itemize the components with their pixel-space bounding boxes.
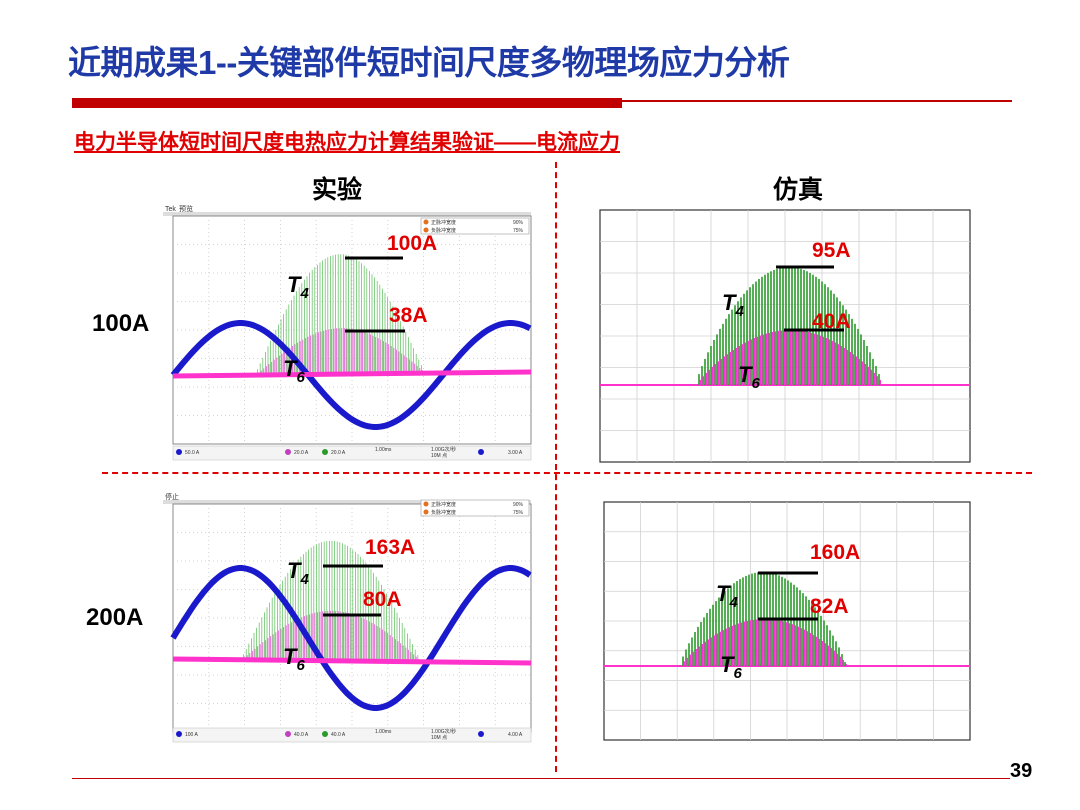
t6-peak-value: 40A [812, 310, 851, 333]
column-header-simulation: 仿真 [773, 176, 824, 204]
sim-grid [600, 210, 970, 462]
t4-peak-value: 160A [810, 541, 860, 564]
page-title: 近期成果1--关键部件短时间尺度多物理场应力分析 [68, 44, 790, 81]
t4-peak-value: 100A [387, 232, 437, 255]
title-underline-line [622, 100, 1012, 102]
sim-pulse-trace [698, 267, 882, 385]
ch3-scale: 40.0 A [294, 732, 309, 738]
time-scale: 1.00ms [375, 447, 392, 453]
load-current-trace [170, 320, 532, 430]
page-number: 39 [1010, 760, 1033, 782]
title-underline-bar [72, 98, 622, 108]
ch1-scale: 100 A [185, 732, 198, 738]
trigger-level: 3.00 A [508, 450, 523, 456]
sample-rate: 1.00G次/秒 [431, 728, 456, 735]
ch3-scale: 20.0 A [294, 450, 309, 456]
column-header-experiment: 实验 [312, 176, 363, 204]
meas-label-2: 负脉冲宽度 [431, 227, 456, 234]
t4-pulse-trace [240, 540, 421, 662]
meas-label-1: 正脉冲宽度 [431, 501, 456, 508]
meas-label-1: 正脉冲宽度 [431, 219, 456, 226]
horizontal-divider [102, 472, 1032, 474]
sim-panel-200a: 160A 82A T4 T6 [603, 501, 971, 741]
scope-panel-100a: Tek 预览 正脉冲宽度 负脉冲宽度 90% 75% 50.0 A 20.0 A… [163, 204, 532, 461]
t4-label: T4 [722, 290, 744, 320]
scope-status: 预览 [179, 204, 193, 213]
meas-value-1: 90% [513, 220, 524, 226]
load-current-trace [170, 565, 532, 711]
ch4-scale: 20.0 A [331, 450, 346, 456]
sim-panel-100a: 95A 40A T4 T6 [599, 209, 971, 463]
meas-value-2: 75% [513, 228, 524, 234]
t4-label: T4 [287, 272, 309, 302]
ch1-scale: 50.0 A [185, 450, 200, 456]
t6-label: T6 [738, 362, 760, 392]
meas-value-1: 90% [513, 502, 524, 508]
t4-label: T4 [287, 558, 309, 588]
meas-value-2: 75% [513, 510, 524, 516]
record-length: 10M 点 [431, 453, 447, 459]
section-subtitle: 电力半导体短时间尺度电热应力计算结果验证——电流应力 [74, 131, 620, 154]
t6-peak-value: 38A [389, 304, 428, 327]
vertical-divider [555, 162, 557, 772]
sim-pulse-trace [682, 572, 847, 666]
t4-label: T4 [716, 581, 738, 611]
t6-label: T6 [283, 356, 305, 386]
row-label-100a: 100A [92, 310, 150, 337]
record-length: 10M 点 [431, 735, 447, 741]
t6-baseline-trace [172, 369, 532, 379]
ch4-scale: 40.0 A [331, 732, 346, 738]
sample-rate: 1.00G次/秒 [431, 446, 456, 453]
scope-brand: Tek [165, 206, 176, 213]
trigger-level: 4.00 A [508, 732, 523, 738]
t4-peak-value: 163A [365, 536, 415, 559]
t6-peak-value: 80A [363, 588, 402, 611]
sim-grid [604, 502, 970, 740]
scope-panel-200a: 停止 正脉冲宽度 负脉冲宽度 90% 75% 100 A 40.0 A 40.0… [163, 492, 532, 743]
t6-baseline-trace [172, 656, 532, 666]
t6-label: T6 [720, 652, 742, 682]
t6-peak-value: 82A [810, 595, 849, 618]
footer-line [72, 778, 1010, 779]
row-label-200a: 200A [86, 604, 144, 631]
t6-label: T6 [283, 644, 305, 674]
time-scale: 1.00ms [375, 729, 392, 735]
t4-peak-value: 95A [812, 239, 851, 262]
meas-label-2: 负脉冲宽度 [431, 509, 456, 516]
scope-status: 停止 [165, 492, 179, 501]
